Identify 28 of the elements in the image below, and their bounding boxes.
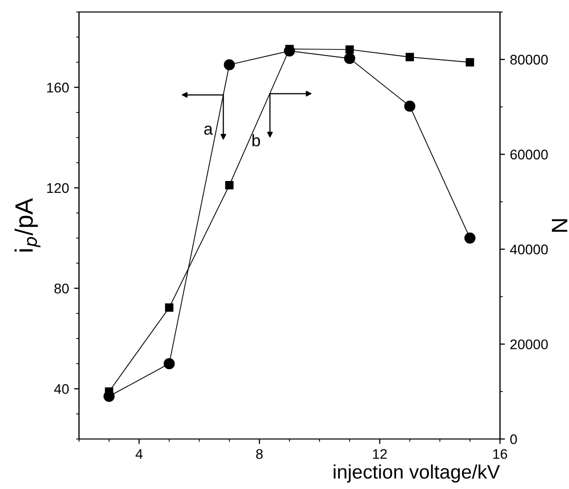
y2-axis-title: N [552,219,568,232]
y-tick-label: 120 [47,183,69,193]
x-tick-label: 4 [136,449,143,459]
y-tick-label: 80 [54,284,69,294]
point [344,52,356,64]
point [345,45,354,54]
x-axis-title: injection voltage/kV [334,464,500,483]
y-tick-label: 40 [54,384,69,394]
point [406,52,414,62]
point [464,232,476,244]
x-tick-label: 16 [493,449,508,459]
point [224,59,235,70]
point [165,303,174,312]
y2-tick-label: 40000 [510,244,548,254]
point [164,358,175,370]
x-tick-label: 12 [373,449,387,459]
annotation: a [204,126,213,135]
y2-tick-label: 60000 [510,150,548,160]
annotation: b [252,134,260,146]
y-axis-title: i$_{p}$/pA [14,198,40,252]
point [404,100,416,112]
y2-tick-label: 0 [510,434,517,444]
y2-tick-label: 80000 [510,54,548,65]
point [225,181,234,190]
x-tick-label: 8 [256,449,263,459]
y2-tick-label: 20000 [510,339,548,350]
y-tick-label: 160 [47,82,69,93]
point [466,58,474,66]
